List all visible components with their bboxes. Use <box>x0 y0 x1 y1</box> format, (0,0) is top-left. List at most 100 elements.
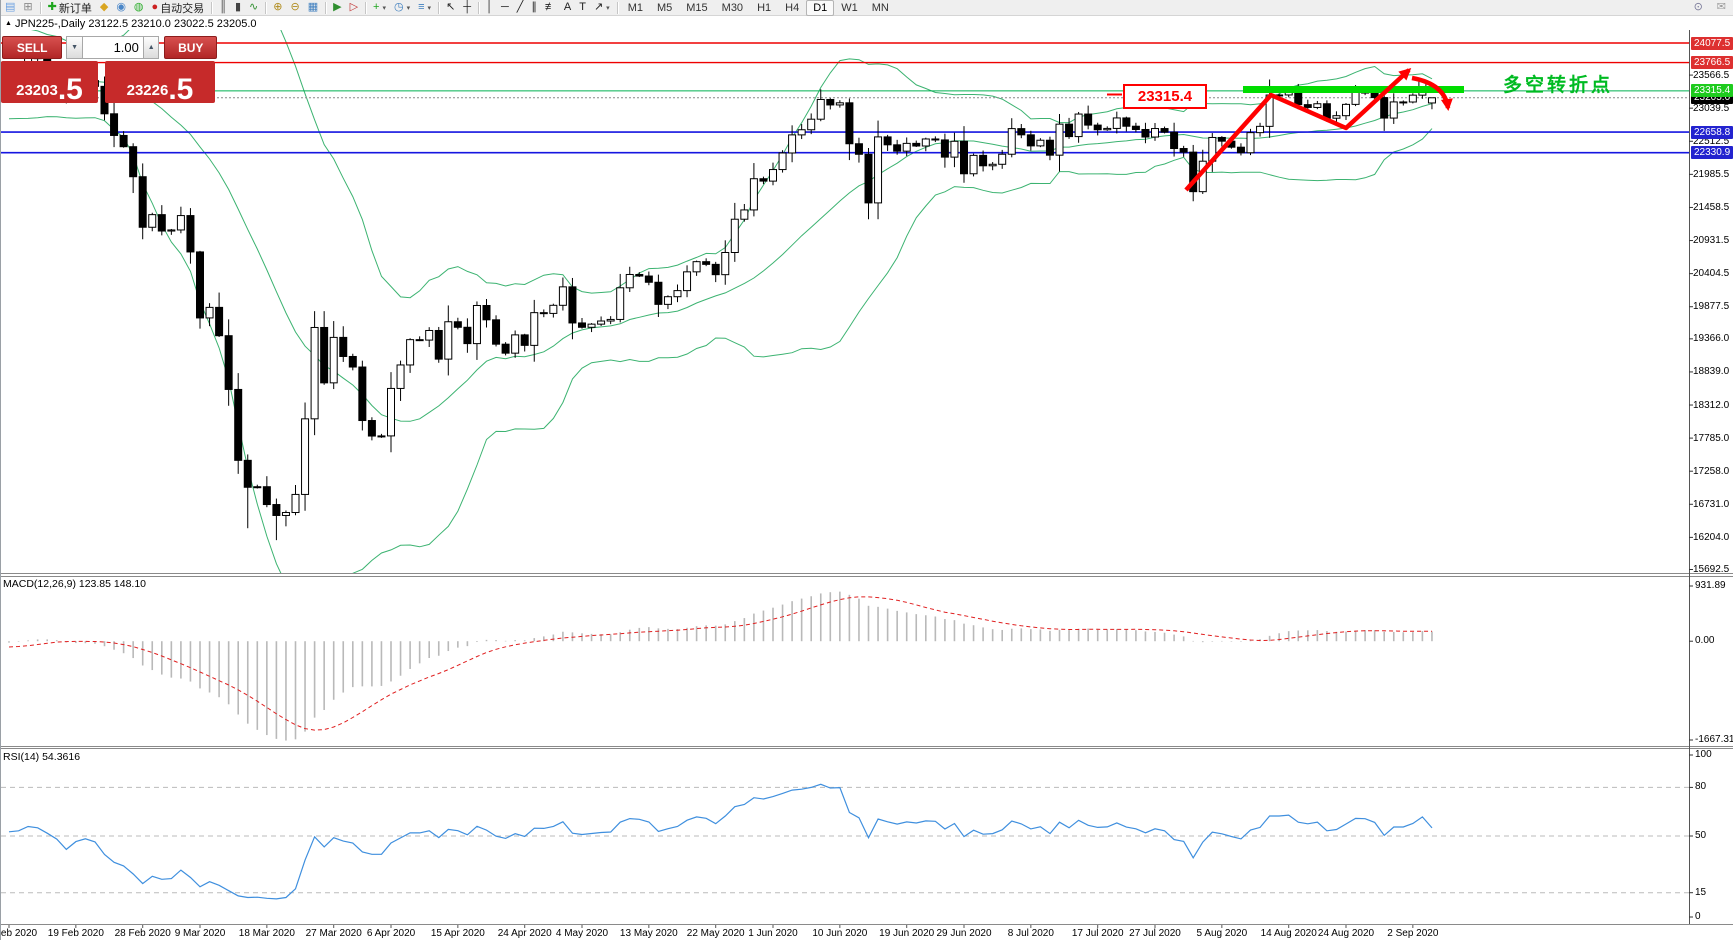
buy-button[interactable]: BUY <box>164 36 217 59</box>
trendline-icon[interactable]: ╱ <box>516 1 524 13</box>
timeframe-mn[interactable]: MN <box>871 1 889 14</box>
label-icon[interactable]: T <box>579 1 586 13</box>
new-order-button[interactable]: ✚ 新订单 <box>47 1 92 15</box>
timeframe-m5[interactable]: M5 <box>656 1 673 14</box>
period-clock-icon[interactable]: ◷ ▾ <box>394 1 411 13</box>
rsi-indicator-label: RSI(14) 54.3616 <box>3 751 81 763</box>
zoom-out-icon[interactable]: ⊖ <box>290 1 300 13</box>
price-tick: 17258.0 <box>1693 465 1730 477</box>
price-tick: 18839.0 <box>1693 366 1730 378</box>
price-tick: 15692.5 <box>1693 563 1730 575</box>
sell-price-display[interactable]: 23203 .5 <box>1 61 98 106</box>
price-badge-red: 24077.5 <box>1691 36 1733 50</box>
date-tick: 10 Jun 2020 <box>812 928 868 939</box>
zoom-in-icon[interactable]: ⊕ <box>273 1 283 13</box>
price-badge-red: 23766.5 <box>1691 56 1733 70</box>
volume-input[interactable] <box>82 36 143 59</box>
timeframe-m30[interactable]: M30 <box>721 1 744 14</box>
price-level-callout[interactable]: 23315.4 <box>1123 84 1207 109</box>
template-icon[interactable]: ≡ ▾ <box>418 1 432 13</box>
horizontal-line-icon[interactable]: ─ <box>500 1 509 13</box>
search-icon[interactable]: ⊙ <box>1693 1 1703 13</box>
date-tick: 27 Mar 2020 <box>305 928 362 939</box>
rsi-tick: 100 <box>1695 749 1712 760</box>
fibonacci-icon[interactable]: ≢ <box>544 1 556 13</box>
date-tick: 29 Jun 2020 <box>936 928 992 939</box>
autotrading-button[interactable]: ● 自动交易 <box>151 1 205 15</box>
candlestick-chart-icon[interactable]: ▮ <box>234 1 242 13</box>
line-chart-icon[interactable]: ∿ <box>249 1 259 13</box>
price-tick: 19877.5 <box>1693 301 1730 313</box>
price-tick: 16204.0 <box>1693 531 1730 543</box>
bar-chart-icon[interactable]: ║ <box>219 1 227 13</box>
price-badge-blue: 22658.8 <box>1691 125 1733 139</box>
volume-decrease-button[interactable]: ▼ <box>66 36 83 59</box>
macd-tick: 0.00 <box>1695 635 1715 647</box>
macd-tick: -1667.31 <box>1695 733 1733 745</box>
arrows-icon[interactable]: ↗ ▾ <box>593 1 610 13</box>
date-tick: 24 Apr 2020 <box>497 928 552 939</box>
chart-title-row: ▲ JPN225-,Daily 23122.5 23210.0 23022.5 2… <box>5 18 257 30</box>
price-tick: 16731.0 <box>1693 498 1730 510</box>
price-tick: 19366.0 <box>1693 333 1730 345</box>
text-icon[interactable]: A <box>563 1 572 13</box>
chat-icon[interactable]: ✉ <box>1716 1 1726 13</box>
sell-button[interactable]: SELL <box>2 36 63 59</box>
volume-increase-button[interactable]: ▲ <box>142 36 160 59</box>
date-tick: 14 Aug 2020 <box>1260 928 1317 939</box>
timeframe-h4[interactable]: H4 <box>785 1 800 14</box>
timeframe-m15[interactable]: M15 <box>686 1 708 14</box>
date-tick: 24 Aug 2020 <box>1317 928 1375 939</box>
sell-price-main: 23203 <box>16 82 58 99</box>
date-tick: 6 Apr 2020 <box>366 928 416 939</box>
chart-shift-icon[interactable]: ▷ <box>349 1 359 13</box>
date-tick: 22 May 2020 <box>686 928 745 939</box>
rsi-tick: 80 <box>1695 781 1707 793</box>
price-tick: 18312.0 <box>1693 399 1730 411</box>
auto-scroll-icon[interactable]: ▶ <box>333 1 342 13</box>
chart-ohlc-values: 23122.5 23210.0 23022.5 23205.0 <box>88 18 257 30</box>
timeframe-w1[interactable]: W1 <box>841 1 858 14</box>
date-tick: 27 Jul 2020 <box>1129 928 1181 939</box>
date-tick: 8 Jul 2020 <box>1007 928 1054 939</box>
turning-point-note[interactable]: 多空转折点 <box>1503 75 1614 96</box>
rsi-tick: 50 <box>1695 830 1707 841</box>
price-tick: 20931.5 <box>1693 235 1730 247</box>
timeframe-m1[interactable]: M1 <box>627 1 643 14</box>
signal-icon[interactable]: ◍ <box>133 1 144 13</box>
symbol-marker-icon: ▲ <box>5 20 12 27</box>
buy-price-display[interactable]: 23226 .5 <box>105 61 215 104</box>
price-tick: 22512.5 <box>1693 135 1730 147</box>
macd-tick: 931.89 <box>1695 580 1726 591</box>
price-tick: 21985.5 <box>1693 168 1730 180</box>
timeframe-d1[interactable]: D1 <box>806 0 835 16</box>
sell-price-fraction: .5 <box>57 72 83 106</box>
vertical-line-icon[interactable]: │ <box>486 1 493 13</box>
data-window-icon[interactable]: ⊞ <box>23 1 33 13</box>
toolbar-right-icons: ⊙ ✉ <box>1690 0 1730 15</box>
toolbar-separator <box>365 1 367 14</box>
date-tick: 19 Jun 2020 <box>879 928 935 939</box>
one-click-trading-panel: SELL ▼ ▲ BUY 23203 .5 23226 .5 <box>1 36 217 106</box>
date-tick: 15 Apr 2020 <box>430 928 485 939</box>
cursor-icon[interactable]: ↖ <box>446 1 456 13</box>
new-chart-button[interactable]: + ▾ <box>373 1 386 13</box>
crosshair-icon[interactable]: ┼ <box>463 1 472 13</box>
profile-icon[interactable]: ◉ <box>116 1 126 13</box>
tile-windows-icon[interactable]: ▦ <box>307 1 319 13</box>
chart-title: JPN225-,Daily <box>14 18 86 30</box>
toolbar-separator <box>325 1 327 14</box>
price-tick: 17785.0 <box>1693 432 1730 444</box>
channel-icon[interactable]: ∥ <box>531 1 537 13</box>
rsi-tick: 15 <box>1695 886 1707 898</box>
date-tick: 13 May 2020 <box>619 928 678 939</box>
window-layout-icon[interactable]: ▤ <box>5 1 16 13</box>
toolbar-separator <box>211 1 213 14</box>
price-tick: 20404.5 <box>1693 268 1730 280</box>
toolbar-separator <box>265 1 267 14</box>
market-depth-icon[interactable]: ◆ <box>99 1 109 13</box>
date-tick: 17 Jul 2020 <box>1071 928 1124 939</box>
timeframe-h1[interactable]: H1 <box>757 1 772 14</box>
